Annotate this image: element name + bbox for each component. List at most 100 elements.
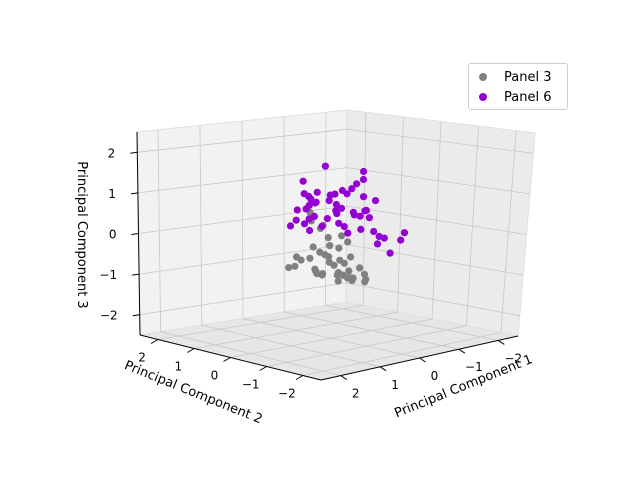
point-panel-6 — [292, 216, 300, 224]
x-tick-mark — [340, 375, 347, 381]
point-panel-6 — [359, 175, 368, 184]
point-panel-3 — [333, 271, 341, 279]
grid-line-x — [324, 112, 499, 341]
legend-item-panel-3: Panel 3 — [479, 68, 551, 86]
point-panel-6 — [305, 215, 313, 223]
grid-line-y — [266, 126, 479, 367]
point-panel-6 — [353, 180, 361, 188]
legend-marker — [479, 73, 487, 81]
point-panel-3 — [330, 261, 338, 269]
point-panel-3 — [356, 264, 364, 272]
z-tick-label: 0 — [109, 228, 117, 242]
point-panel-6 — [344, 229, 352, 237]
point-panel-6 — [325, 197, 333, 205]
y-tick-label: 0 — [211, 369, 219, 383]
legend-label: Panel 6 — [504, 89, 552, 105]
point-panel-3 — [325, 253, 333, 261]
z-axis-label: Principal Component 3 — [74, 161, 89, 308]
x-axis-label: Principal Component 1 — [393, 352, 535, 421]
point-panel-6 — [286, 222, 295, 230]
point-panel-6 — [343, 190, 351, 198]
grid-line-z — [138, 205, 527, 235]
y-tick-mark — [150, 339, 159, 344]
grid-line-x — [199, 125, 381, 368]
point-panel-3 — [338, 232, 346, 240]
tick-labels: 2 1 0 −1 −2 −2 −1 0 1 2 2 1 0 −1 −2 — [99, 146, 522, 400]
y-tick-label: 2 — [138, 351, 146, 365]
point-panel-6 — [333, 210, 341, 218]
point-panel-6 — [321, 162, 329, 170]
point-panel-3 — [285, 264, 293, 272]
point-panel-3 — [292, 253, 301, 261]
y-tick-mark — [187, 348, 195, 353]
grid-line-x — [241, 120, 420, 359]
grid-line-y — [302, 130, 517, 376]
y-tick-label: −1 — [242, 378, 260, 392]
x-tick-label: 1 — [391, 378, 399, 392]
point-panel-6 — [348, 185, 356, 193]
point-panel-3 — [344, 238, 352, 246]
point-panel-3 — [326, 242, 334, 250]
x-tick-label: −2 — [504, 351, 522, 365]
z-tick-mark — [132, 273, 140, 276]
z-tick-label: 2 — [108, 146, 116, 160]
z-tick-label: −1 — [99, 268, 117, 282]
point-panel-6 — [340, 223, 348, 231]
point-panel-6 — [356, 212, 364, 220]
data-points — [285, 162, 409, 286]
point-panel-6 — [306, 226, 314, 235]
point-panel-6 — [302, 205, 310, 213]
point-panel-6 — [380, 234, 388, 242]
grid-line-z — [139, 282, 520, 317]
point-panel-6 — [361, 207, 369, 215]
point-panel-6 — [397, 236, 405, 244]
z-tick-mark — [132, 314, 140, 317]
z-tick-mark — [131, 233, 139, 235]
legend-item-panel-6: Panel 6 — [479, 88, 551, 106]
x-tick-mark — [458, 348, 466, 354]
axis-panes — [136, 109, 536, 381]
y-tick-mark — [223, 357, 231, 362]
point-panel-6 — [332, 200, 340, 209]
grid-line-y — [230, 121, 442, 358]
grid-line-x — [283, 116, 459, 350]
z-tick-label: −2 — [100, 309, 118, 323]
x-tick-label: 2 — [352, 387, 360, 401]
point-panel-6 — [350, 211, 358, 219]
point-panel-6 — [313, 188, 321, 196]
point-panel-6 — [365, 214, 373, 222]
y-tick-mark — [259, 366, 267, 371]
grid-line-z — [137, 167, 530, 195]
x-tick-label: −1 — [465, 360, 483, 374]
point-panel-6 — [371, 197, 380, 205]
point-panel-3 — [360, 270, 369, 278]
legend: Panel 3 Panel 6 — [468, 63, 568, 110]
y-tick-label: −2 — [278, 387, 296, 401]
point-panel-6 — [323, 215, 331, 223]
point-panel-6 — [370, 227, 378, 236]
point-panel-6 — [335, 219, 343, 227]
point-panel-3 — [347, 253, 355, 261]
point-panel-6 — [293, 206, 301, 214]
legend-marker — [479, 93, 487, 101]
point-panel-3 — [319, 270, 327, 278]
side-pane-xz — [345, 109, 536, 337]
legend-label: Panel 3 — [504, 69, 552, 85]
point-panel-6 — [373, 240, 382, 248]
y-tick-mark — [295, 375, 304, 380]
point-panel-3 — [324, 234, 332, 242]
grid-line-x — [157, 129, 341, 376]
x-tick-mark — [379, 366, 387, 372]
y-tick-label: 1 — [174, 360, 182, 374]
z-tick-mark — [130, 192, 138, 195]
point-panel-3 — [291, 262, 299, 270]
x-tick-label: 0 — [431, 369, 439, 383]
point-panel-3 — [345, 267, 353, 275]
point-panel-3 — [340, 259, 348, 267]
point-panel-6 — [357, 225, 365, 233]
x-tick-mark — [419, 357, 426, 363]
point-panel-6 — [400, 229, 409, 237]
point-panel-6 — [360, 167, 368, 176]
x-tick-mark — [498, 339, 505, 345]
